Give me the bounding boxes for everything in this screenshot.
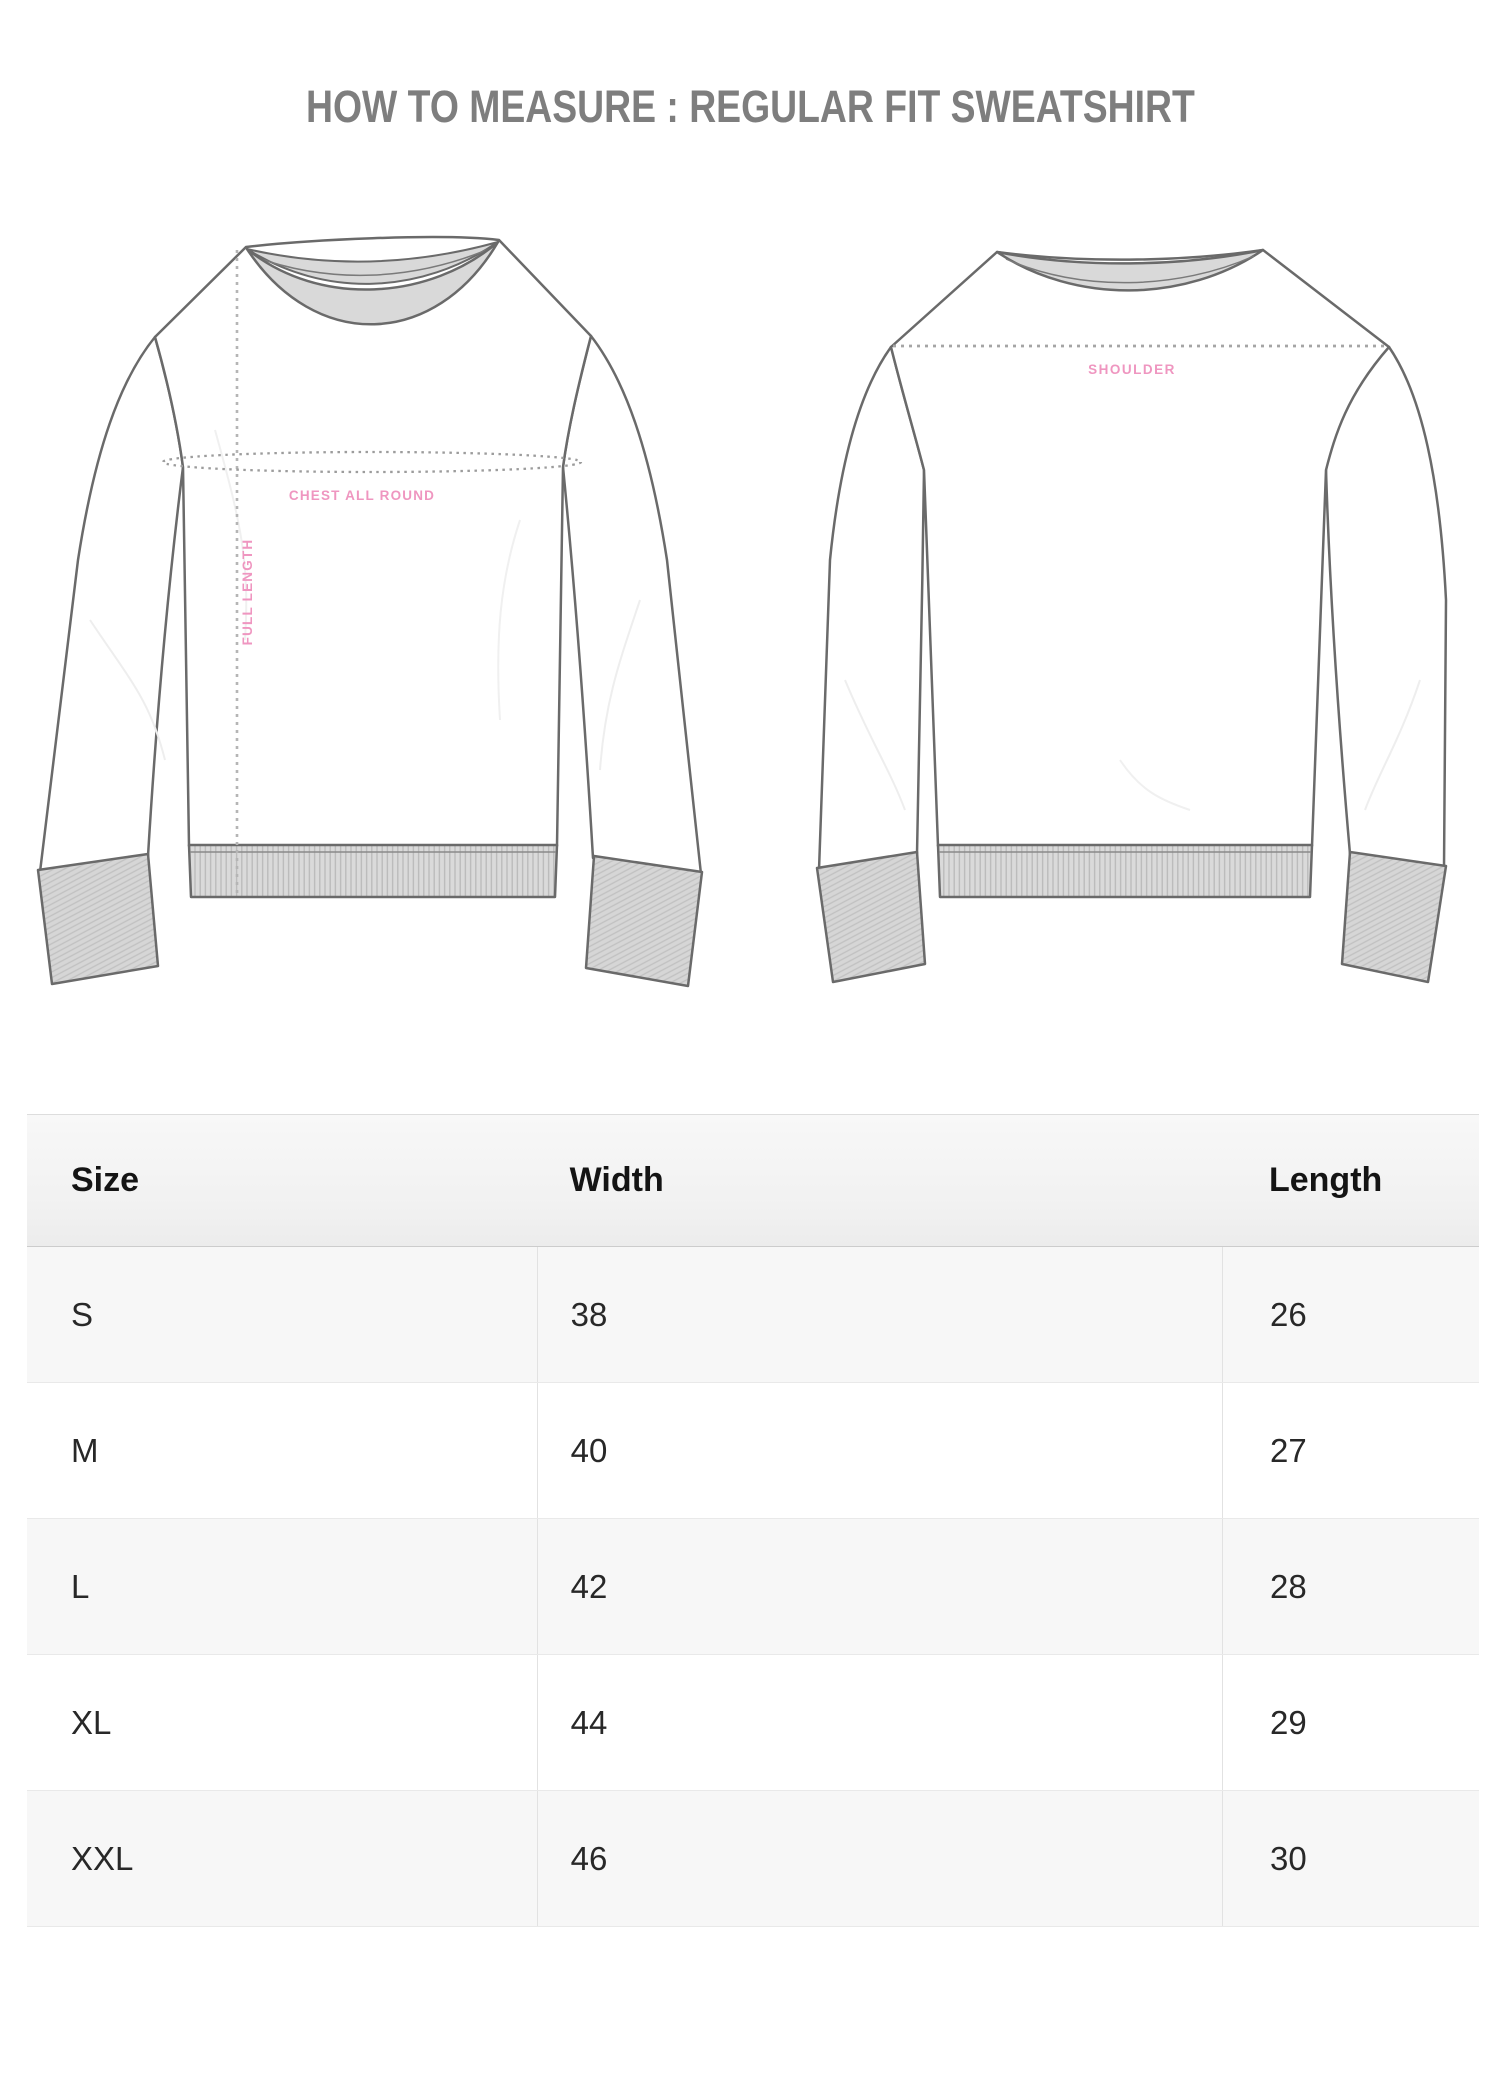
sweatshirt-measure-diagram: CHEST ALL ROUND FULL LENGTH xyxy=(36,235,1448,988)
front-hem-ribbing xyxy=(187,843,559,899)
full-length-label: FULL LENGTH xyxy=(240,539,255,646)
front-left-cuff xyxy=(36,852,160,986)
chest-label: CHEST ALL ROUND xyxy=(289,488,435,503)
table-row: M 40 27 xyxy=(27,1383,1479,1519)
header-size: Size xyxy=(71,1161,140,1199)
cell-size: L xyxy=(71,1567,90,1605)
cell-width: 42 xyxy=(536,1519,1222,1654)
size-table-header: Size Width Length xyxy=(27,1115,1479,1247)
front-left-sleeve xyxy=(38,335,185,874)
back-collar-band xyxy=(995,248,1265,292)
front-measurements: CHEST ALL ROUND FULL LENGTH xyxy=(161,250,583,893)
cell-size: S xyxy=(71,1295,94,1333)
back-left-cuff xyxy=(815,850,927,984)
back-view xyxy=(815,248,1448,984)
table-row: L 42 28 xyxy=(27,1519,1479,1655)
header-length: Length xyxy=(1268,1161,1383,1199)
page-title-text: HOW TO MEASURE : REGULAR FIT SWEATSHIRT xyxy=(305,81,1195,132)
cell-length: 28 xyxy=(1221,1519,1479,1654)
cell-length: 29 xyxy=(1221,1655,1479,1790)
cell-length: 27 xyxy=(1221,1383,1479,1518)
page-title: HOW TO MEASURE : REGULAR FIT SWEATSHIRT xyxy=(0,84,1500,129)
table-row: XXL 46 30 xyxy=(27,1791,1479,1927)
front-view xyxy=(36,235,704,988)
chest-measure-line xyxy=(161,450,583,474)
back-hem-ribbing xyxy=(936,843,1314,899)
cell-width: 46 xyxy=(536,1791,1222,1926)
sweatshirt-diagram-svg: CHEST ALL ROUND FULL LENGTH xyxy=(36,235,1448,988)
cell-length: 30 xyxy=(1221,1791,1479,1926)
table-row: S 38 26 xyxy=(27,1247,1479,1383)
size-table: Size Width Length S 38 26 M 40 27 L 42 2… xyxy=(27,1114,1479,1927)
front-collar-band xyxy=(245,240,500,326)
cell-length: 26 xyxy=(1221,1247,1479,1382)
size-table-body: S 38 26 M 40 27 L 42 28 XL 44 29 XXL 46 … xyxy=(27,1247,1479,1927)
front-body xyxy=(153,235,593,848)
cell-size: XL xyxy=(71,1703,112,1741)
cell-width: 40 xyxy=(536,1383,1222,1518)
back-body xyxy=(889,248,1391,848)
front-right-cuff xyxy=(584,854,704,988)
back-right-sleeve xyxy=(1324,345,1448,870)
back-right-cuff xyxy=(1340,850,1448,984)
cell-width: 44 xyxy=(536,1655,1222,1790)
back-measurements: SHOULDER xyxy=(893,344,1388,377)
cell-size: XXL xyxy=(71,1839,134,1877)
cell-width: 38 xyxy=(536,1247,1222,1382)
cell-size: M xyxy=(71,1431,99,1469)
header-width: Width xyxy=(569,1161,664,1199)
front-right-sleeve xyxy=(561,334,703,876)
shoulder-label: SHOULDER xyxy=(1088,362,1176,377)
table-row: XL 44 29 xyxy=(27,1655,1479,1791)
back-left-sleeve xyxy=(817,345,926,872)
